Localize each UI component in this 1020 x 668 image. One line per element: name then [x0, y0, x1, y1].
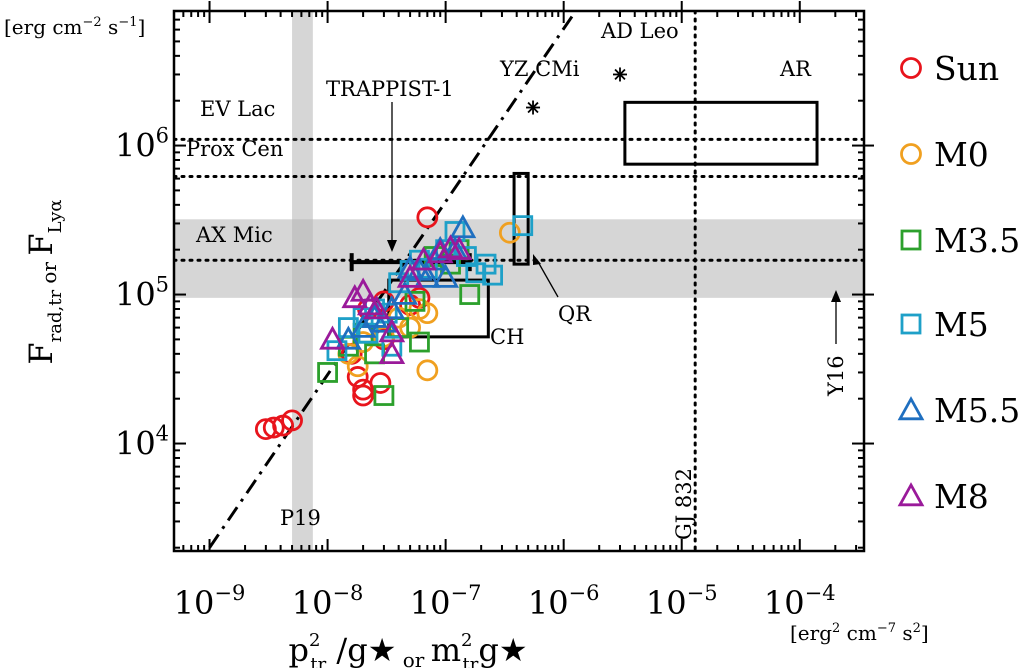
data-point [413, 263, 441, 288]
data-point [341, 283, 369, 309]
legend-item-m0: M0 [900, 135, 989, 174]
y-axis-label: Frad,tr or FLyα [22, 199, 66, 364]
label-trappist: TRAPPIST-1 [326, 77, 454, 101]
label-p19: P19 [280, 506, 321, 530]
star-ray [614, 68, 626, 81]
data-point [317, 362, 338, 383]
legend-label: M8 [934, 477, 989, 516]
plot-frame [172, 9, 866, 553]
label-gj832: GJ 832 [672, 468, 696, 540]
series-m8 [319, 234, 473, 365]
plot-area [174, 11, 864, 551]
data-point [381, 335, 403, 357]
x-tick-label: 10−6 [528, 581, 600, 622]
data-point [426, 239, 454, 264]
data-point [498, 221, 521, 244]
star-yz-cmi [526, 100, 541, 115]
data-point [363, 295, 390, 320]
legend-marker [900, 57, 922, 79]
legend-marker [900, 313, 922, 335]
region-ar [623, 100, 819, 166]
data-point [281, 409, 303, 432]
legend-item-sun: Sun [900, 49, 999, 88]
data-point [262, 416, 285, 439]
data-point [512, 215, 534, 237]
data-point [409, 331, 430, 353]
label-y16: Y16 [824, 355, 848, 397]
dashdot-line [208, 11, 578, 549]
y-tick-label: 105 [115, 273, 169, 314]
data-point [334, 325, 362, 350]
legend-item-m8: M8 [897, 477, 989, 516]
data-point [475, 253, 497, 275]
x-unit: [erg2 cm−7 s2] [790, 621, 929, 645]
label-qr: QR [558, 302, 592, 326]
data-point [459, 284, 481, 305]
data-point [416, 359, 439, 382]
data-point [482, 264, 504, 286]
label-ar: AR [779, 57, 812, 81]
x-tick-label: 10−4 [764, 581, 836, 622]
y-tick-label: 106 [115, 124, 169, 165]
data-point [449, 214, 477, 239]
legend-label: Sun [934, 49, 999, 88]
data-point [356, 291, 384, 316]
arrowhead-qr [533, 254, 541, 265]
legend-label: M0 [934, 135, 989, 174]
data-point [346, 355, 369, 378]
data-point [326, 340, 348, 362]
arrowhead-y16 [831, 290, 841, 302]
arrow-qr [536, 259, 559, 298]
data-point [349, 277, 377, 302]
label-ad-leo: AD Leo [600, 19, 679, 43]
x-tick-label: 10−5 [646, 581, 718, 622]
data-point [410, 246, 437, 271]
star-ad-leo [613, 67, 628, 82]
star-ray [527, 101, 539, 114]
data-point [404, 290, 426, 312]
x-tick-label: 10−7 [410, 581, 482, 622]
label-ev-lac: EV Lac [200, 97, 275, 121]
legend-marker [900, 143, 922, 165]
data-point [445, 235, 473, 260]
label-yz-cmi: YZ CMi [499, 57, 580, 81]
data-point [319, 325, 346, 350]
legend-marker [897, 396, 925, 421]
label-ch: CH [490, 325, 524, 349]
data-point [416, 302, 439, 325]
data-point [370, 308, 398, 333]
legend-label: M5 [934, 305, 989, 344]
data-point [369, 372, 392, 394]
data-point [396, 263, 424, 288]
data-point [378, 295, 406, 320]
data-point [352, 384, 375, 407]
x-tick-label: 10−9 [174, 581, 246, 622]
legend-label: M3.5 [934, 221, 1020, 260]
data-point [378, 318, 406, 343]
legend-marker [900, 229, 922, 251]
ticks [173, 1, 874, 551]
label-prox-cen: Prox Cen [186, 137, 283, 161]
data-point [391, 280, 419, 305]
legend-item-m5: M5 [900, 305, 989, 344]
legend-label: M5.5 [934, 391, 1020, 430]
y-unit: [erg cm−2 s−1] [4, 15, 145, 39]
arrowhead-trappist [387, 240, 397, 252]
y-tick-label: 104 [115, 422, 169, 463]
label-ax-mic: AX Mic [195, 223, 273, 247]
x-axis-label: p2 tr /g★ or m2 trg★ [288, 630, 527, 668]
data-point [432, 263, 460, 288]
data-point [373, 385, 395, 406]
legend-marker [897, 482, 925, 507]
data-point [416, 206, 439, 229]
legend-item-m3-5: M3.5 [900, 221, 1020, 260]
data-point [378, 339, 406, 365]
x-tick-label: 10−8 [292, 581, 364, 622]
legend-item-m5-5: M5.5 [897, 391, 1020, 430]
